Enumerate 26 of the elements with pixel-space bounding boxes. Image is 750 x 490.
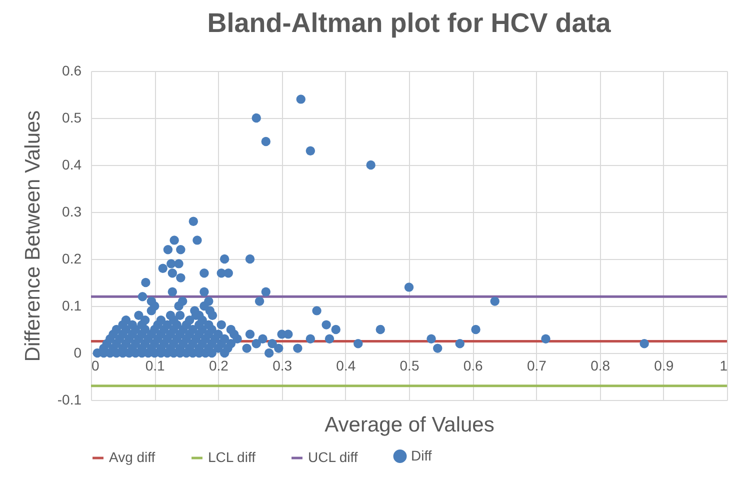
x-tick-label: 0.7 [526,358,547,374]
legend-label: Diff [411,447,432,464]
chart-title: Bland-Altman plot for HCV data [207,8,612,38]
x-tick-label: 1 [720,358,728,374]
legend-label: UCL diff [308,449,358,465]
y-tick-label: 0.6 [62,62,82,78]
y-tick-label: 0.2 [62,250,82,266]
x-axis-title: Average of Values [324,414,494,436]
y-tick-label: 0.1 [62,298,82,314]
x-tick-label: 0 [92,358,100,374]
legend-label: Avg diff [109,449,156,465]
y-tick-label: 0.5 [62,110,82,126]
x-tick-label: 0.9 [654,358,674,374]
x-tick-label: 0.5 [400,358,420,374]
y-tick-label: 0.3 [62,204,82,220]
y-tick-label: 0.4 [62,156,82,172]
y-axis-title: Difference Between Values [21,110,44,362]
y-tick-label: -0.1 [57,392,82,408]
y-tick-label: 0 [74,344,82,360]
x-tick-label: 0.1 [145,358,166,374]
x-tick-label: 0.4 [336,358,356,374]
x-tick-label: 0.3 [272,358,292,374]
x-tick-label: 0.6 [463,358,484,374]
legend-label: LCL diff [208,449,256,465]
x-tick-label: 0.2 [208,358,229,374]
x-tick-label: 0.8 [590,358,610,374]
